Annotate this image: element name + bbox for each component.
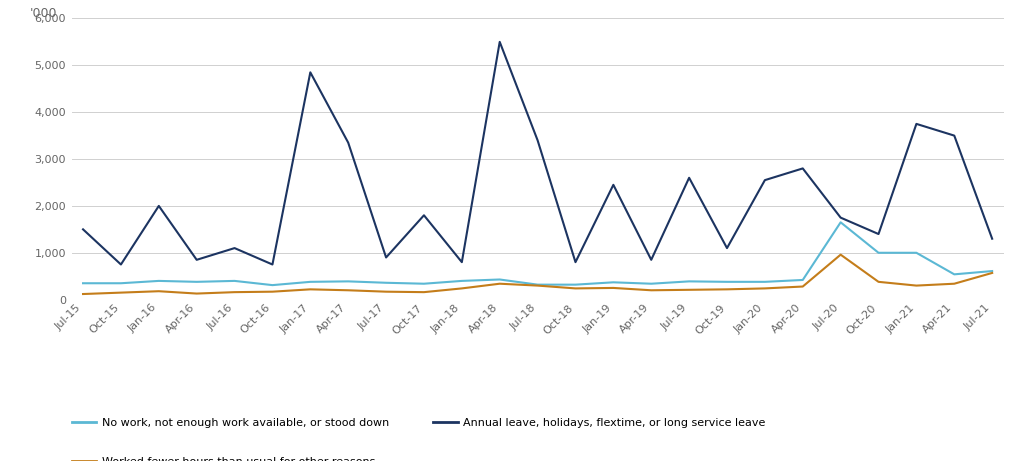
Text: '000: '000 [30,7,57,20]
Legend: Worked fewer hours than usual for other reasons: Worked fewer hours than usual for other … [72,457,375,461]
